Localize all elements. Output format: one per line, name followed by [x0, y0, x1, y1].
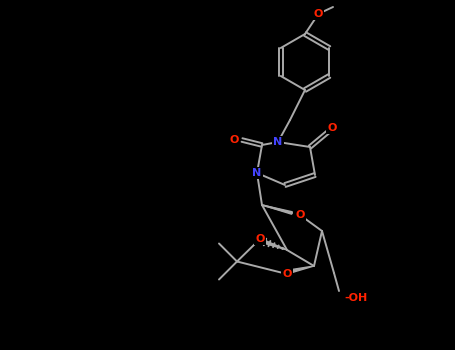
Text: O: O — [327, 123, 337, 133]
Text: O: O — [295, 210, 305, 220]
Text: O: O — [313, 9, 323, 19]
Text: -OH: -OH — [344, 293, 367, 303]
Text: N: N — [273, 137, 283, 147]
Polygon shape — [292, 266, 314, 272]
Text: O: O — [255, 234, 265, 244]
Polygon shape — [262, 205, 292, 214]
Polygon shape — [264, 240, 287, 250]
Text: N: N — [253, 168, 262, 178]
Text: O: O — [229, 135, 239, 145]
Text: O: O — [282, 269, 292, 279]
